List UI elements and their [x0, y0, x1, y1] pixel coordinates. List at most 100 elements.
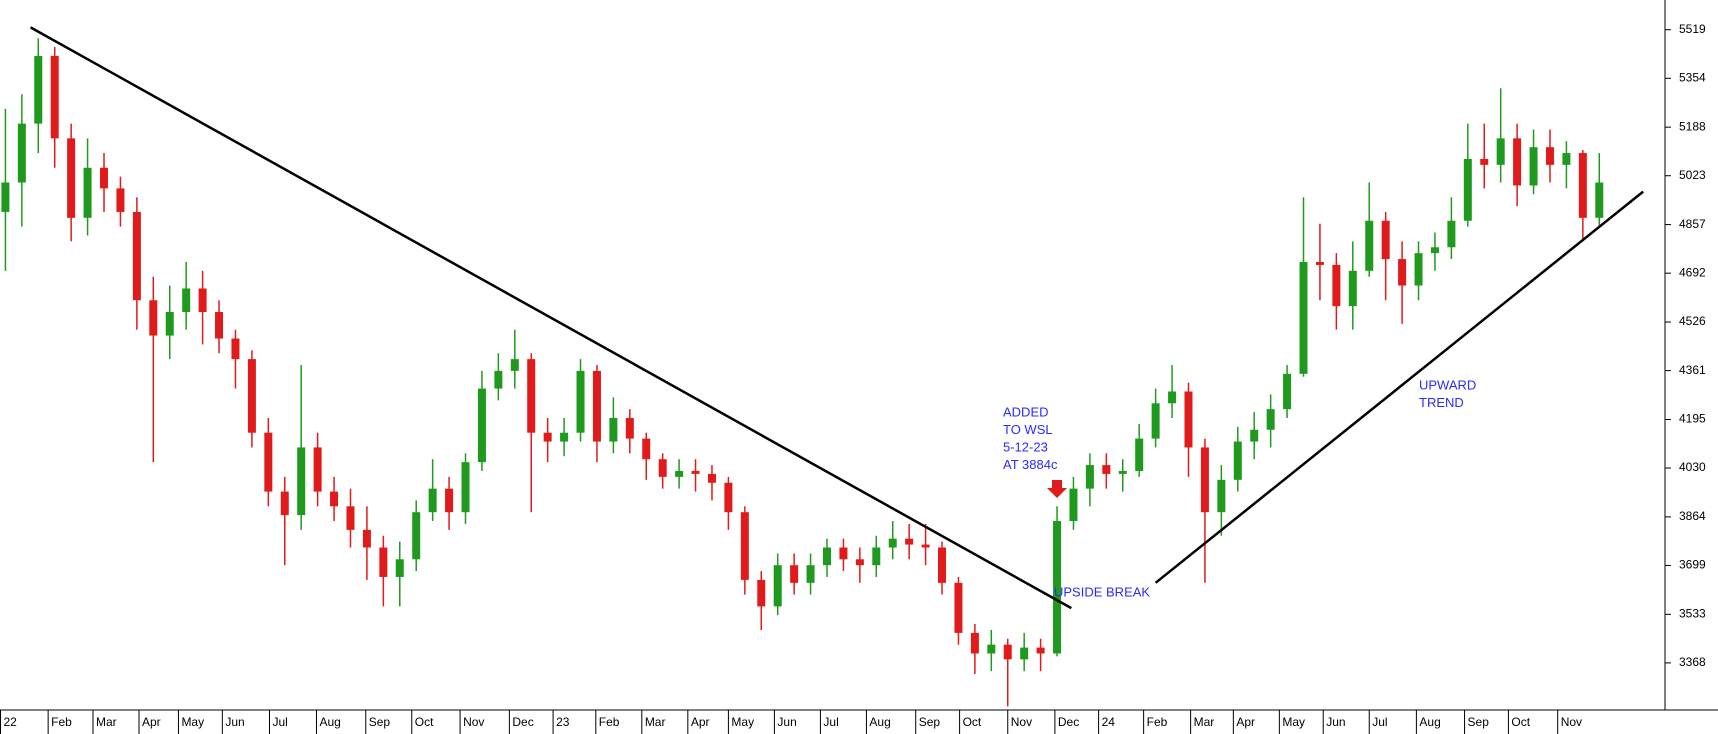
y-tick-label: 4030 — [1679, 460, 1706, 474]
candle-body — [560, 432, 569, 442]
candle-body — [1332, 264, 1341, 307]
candle-body — [1447, 220, 1456, 248]
candle-body — [1348, 270, 1357, 307]
annotation: AT 3884c — [1003, 457, 1058, 472]
x-tick-label: Oct — [963, 715, 982, 729]
candle-body — [609, 417, 618, 442]
candle-body — [1135, 438, 1144, 471]
candle-body — [362, 529, 371, 548]
candle-body — [1233, 441, 1242, 480]
candle-body — [1085, 465, 1094, 489]
y-tick-label: 4195 — [1679, 412, 1706, 426]
candle-body — [543, 432, 552, 442]
y-tick-label: 4692 — [1679, 265, 1706, 279]
x-tick-label: 23 — [556, 715, 570, 729]
candle-body — [395, 559, 404, 577]
candle-body — [1036, 647, 1045, 654]
candle-body — [149, 300, 158, 336]
candle-body — [379, 547, 388, 577]
candle-body — [330, 491, 339, 507]
y-tick-label: 5023 — [1679, 168, 1706, 182]
candle-body — [1003, 644, 1012, 660]
candle-body — [1102, 465, 1111, 474]
candle-body — [461, 462, 470, 513]
candle-body — [642, 438, 651, 460]
candle-body — [822, 547, 831, 566]
candle-body — [790, 565, 799, 583]
candle-body — [1250, 429, 1259, 442]
candle-body — [855, 559, 864, 566]
candle-body — [428, 488, 437, 513]
y-tick-label: 4526 — [1679, 314, 1706, 328]
x-tick-label: Aug — [1419, 715, 1440, 729]
candle-body — [1, 182, 10, 212]
candle-body — [132, 211, 141, 301]
x-tick-label: 22 — [4, 715, 18, 729]
y-tick-label: 3699 — [1679, 558, 1706, 572]
x-tick-label: Apr — [142, 715, 161, 729]
annotation: UPWARD — [1419, 377, 1476, 392]
x-tick-label: Jul — [823, 715, 838, 729]
candle-body — [1184, 391, 1193, 448]
candle-body — [100, 167, 109, 189]
candle-body — [691, 470, 700, 474]
annotation: 5-12-23 — [1003, 439, 1048, 454]
annotation: TO WSL — [1003, 422, 1053, 437]
candle-body — [198, 288, 207, 313]
x-tick-label: Feb — [1147, 715, 1168, 729]
candle-body — [50, 55, 59, 139]
candle-body — [1398, 259, 1407, 286]
candle-body — [773, 565, 782, 607]
x-tick-label: Apr — [1236, 715, 1255, 729]
x-tick-label: Dec — [512, 715, 533, 729]
y-tick-label: 5188 — [1679, 119, 1706, 133]
candle-body — [757, 579, 766, 607]
candle-body — [247, 359, 256, 433]
candle-body — [280, 491, 289, 516]
candle-body — [1020, 647, 1029, 660]
x-tick-label: Dec — [1058, 715, 1079, 729]
candle-body — [313, 447, 322, 492]
candle-body — [1053, 521, 1062, 654]
candle-body — [888, 538, 897, 548]
candle-body — [1529, 147, 1538, 186]
annotation: ADDED — [1003, 404, 1049, 419]
candle-body — [1151, 403, 1160, 439]
candle-body — [34, 55, 43, 124]
annotation: TREND — [1419, 395, 1464, 410]
candle-body — [1430, 247, 1439, 254]
candle-body — [1513, 138, 1522, 186]
x-tick-label: Nov — [1011, 715, 1032, 729]
y-tick-label: 3864 — [1679, 509, 1706, 523]
candle-body — [297, 447, 306, 516]
candle-body — [675, 470, 684, 477]
candle-body — [1414, 253, 1423, 286]
x-tick-label: Jun — [225, 715, 244, 729]
x-tick-label: Mar — [1194, 715, 1215, 729]
x-tick-label: Mar — [96, 715, 117, 729]
x-tick-label: Aug — [869, 715, 890, 729]
candle-body — [1266, 409, 1275, 430]
candle-body — [494, 370, 503, 389]
candle-body — [1283, 373, 1292, 410]
candle-body — [1496, 138, 1505, 165]
candle-body — [527, 359, 536, 433]
x-tick-label: Oct — [415, 715, 434, 729]
candle-body — [592, 370, 601, 442]
candle-body — [477, 388, 486, 463]
y-tick-label: 5354 — [1679, 70, 1706, 84]
x-tick-label: Feb — [599, 715, 620, 729]
candle-body — [1480, 158, 1489, 165]
y-tick-label: 5519 — [1679, 22, 1706, 36]
candle-body — [724, 482, 733, 513]
candle-body — [1299, 261, 1308, 374]
candle-body — [83, 167, 92, 218]
candle-body — [264, 432, 273, 492]
candle-body — [17, 123, 26, 183]
candle-body — [165, 312, 174, 336]
candle-body — [231, 338, 240, 360]
candle-body — [215, 312, 224, 339]
candle-body — [412, 512, 421, 560]
candle-body — [987, 644, 996, 654]
